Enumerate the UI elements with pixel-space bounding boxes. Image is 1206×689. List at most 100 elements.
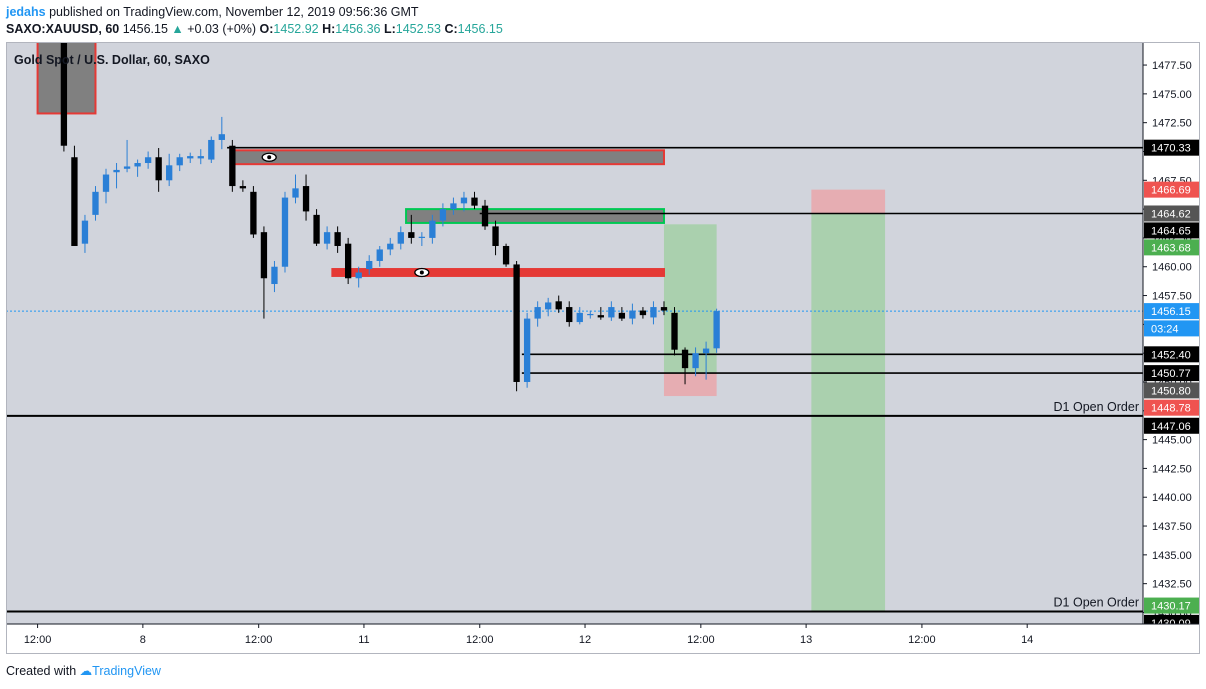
- x-tick-label: 12:00: [24, 634, 52, 646]
- candle-30: [376, 245, 383, 267]
- tradingview-logo-icon[interactable]: ☁: [79, 664, 93, 678]
- candle-9: [155, 148, 162, 192]
- candle-49: [576, 307, 583, 325]
- demand-zone: [405, 208, 665, 224]
- candle-7: [134, 159, 141, 177]
- candle-body: [155, 157, 162, 181]
- candle-body: [123, 166, 131, 169]
- tag-1452-40: [1144, 346, 1199, 363]
- x-tick-label: 12:00: [908, 634, 936, 646]
- candle-body: [492, 226, 499, 246]
- candle-17: [239, 180, 247, 192]
- candle-10: [166, 153, 173, 187]
- candle-body: [302, 186, 310, 212]
- candle-16: [229, 139, 236, 192]
- up-arrow-icon: ▲: [171, 22, 184, 36]
- candle-body: [187, 156, 194, 159]
- x-tick-label: 12: [579, 634, 591, 646]
- author-link[interactable]: jedahs: [6, 5, 46, 19]
- candle-body: [608, 307, 615, 318]
- candle-55: [639, 307, 647, 319]
- candle-body: [713, 311, 720, 349]
- candle-58: [671, 307, 678, 356]
- tag-1470-33: [1144, 139, 1199, 156]
- tradingview-link[interactable]: TradingView: [92, 664, 161, 678]
- chart-container[interactable]: Gold Spot / U.S. Dollar, 60, SAXO D1 Open…: [6, 42, 1200, 654]
- low-value: 1452.53: [395, 22, 441, 36]
- tag-1450-77-text: 1450.77: [1151, 368, 1191, 380]
- candle-34: [418, 232, 426, 246]
- candle-body: [144, 157, 152, 164]
- candle-5: [113, 163, 120, 189]
- candle-body: [566, 307, 573, 323]
- candle-body: [208, 139, 215, 160]
- tag-1450-77: [1144, 365, 1199, 382]
- supply-zone-upper: [231, 149, 665, 166]
- x-tick-label: 12:00: [466, 634, 494, 646]
- tag-1464-65-text: 1464.65: [1151, 225, 1191, 237]
- candle-1: [71, 145, 78, 246]
- candle-54: [629, 303, 636, 325]
- candle-body: [229, 145, 236, 187]
- tag-countdown: [1144, 320, 1199, 337]
- candle-6: [123, 139, 131, 173]
- candle-body: [597, 315, 604, 318]
- candle-body: [387, 243, 394, 250]
- price-chart[interactable]: Gold Spot / U.S. Dollar, 60, SAXO D1 Open…: [6, 42, 1200, 654]
- candle-24: [313, 209, 320, 246]
- candle-body: [376, 249, 383, 261]
- tag-1456-15: [1144, 303, 1199, 320]
- candle-body: [366, 260, 373, 270]
- candle-41: [492, 220, 499, 256]
- candle-body: [618, 312, 626, 319]
- y-tick-label: 1472.50: [1152, 118, 1192, 130]
- time-axis: [6, 624, 1200, 654]
- candle-12: [187, 152, 194, 164]
- candle-48: [566, 301, 573, 327]
- symbol-label: SAXO:XAUUSD, 60: [6, 22, 120, 36]
- candle-3: [92, 186, 99, 221]
- candle-32: [397, 226, 404, 250]
- candle-28: [355, 266, 362, 288]
- tag-1448-78-text: 1448.78: [1151, 403, 1191, 415]
- candle-body: [471, 197, 478, 206]
- plot-background: [6, 42, 1143, 624]
- d1-open-order-upper-label: D1 Open Order: [1054, 400, 1139, 414]
- y-tick-label: 1477.50: [1152, 60, 1192, 72]
- x-tick-label: 14: [1021, 634, 1033, 646]
- candle-27: [344, 237, 352, 285]
- open-label: O:: [259, 22, 274, 36]
- candle-45: [534, 301, 541, 327]
- candle-20: [271, 260, 278, 293]
- y-tick-label: 1435.00: [1152, 550, 1192, 562]
- candle-body: [418, 236, 426, 238]
- candle-4: [102, 168, 110, 204]
- candle-body: [681, 349, 689, 369]
- y-tick-label: 1457.50: [1152, 291, 1192, 303]
- candle-13: [197, 149, 204, 165]
- candle-38: [460, 191, 468, 212]
- candle-body: [639, 310, 647, 316]
- y-tick-label: 1442.50: [1152, 463, 1192, 475]
- candle-31: [387, 237, 394, 256]
- candle-23: [302, 174, 310, 221]
- x-tick-label: 8: [140, 634, 146, 646]
- candle-body: [334, 232, 341, 246]
- order-sl-box: [811, 189, 886, 214]
- candle-body: [439, 209, 447, 221]
- supply-zone-lower-eye-pupil: [419, 270, 424, 275]
- candle-body: [102, 174, 110, 192]
- candle-44: [523, 312, 531, 388]
- candle-46: [545, 297, 552, 317]
- candle-body: [702, 348, 710, 354]
- x-tick-label: 13: [800, 634, 812, 646]
- order-tp-box: [811, 213, 886, 611]
- candle-body: [71, 157, 78, 246]
- candle-body: [576, 312, 583, 323]
- candle-2: [81, 214, 89, 253]
- low-label: L:: [383, 22, 396, 36]
- ohlc-line: SAXO:XAUUSD, 60 1456.15 ▲ +0.03 (+0%) O:…: [6, 21, 503, 38]
- candle-62: [713, 308, 720, 353]
- candle-body: [250, 191, 257, 235]
- candle-15: [218, 116, 225, 150]
